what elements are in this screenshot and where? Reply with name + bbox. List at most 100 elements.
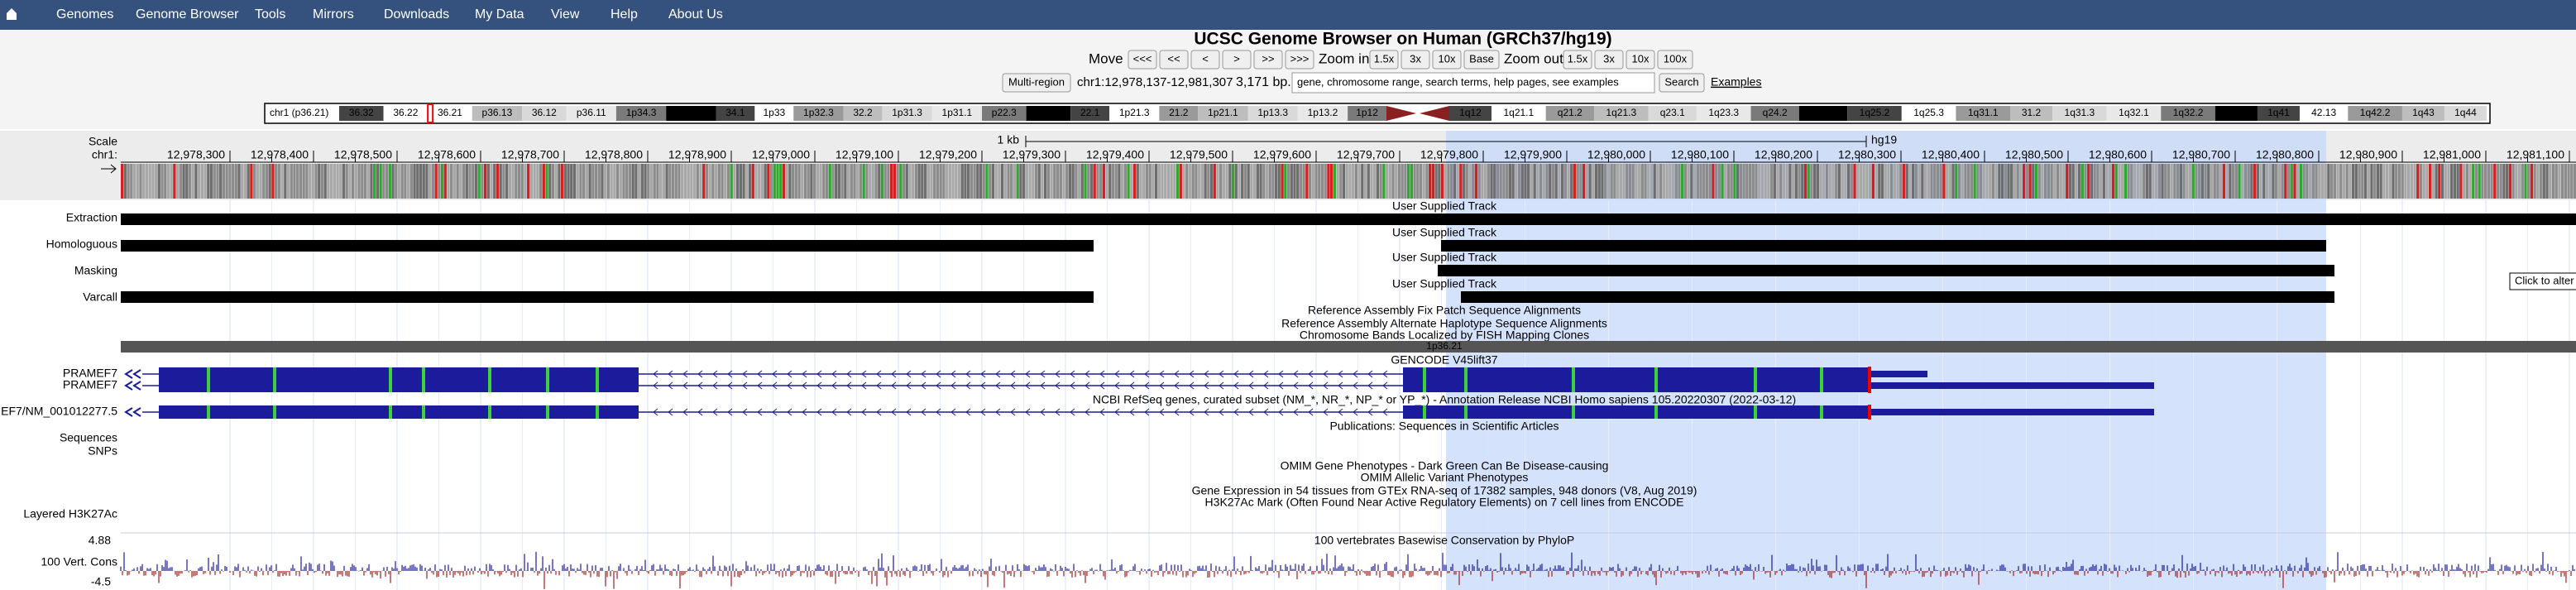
base-track xyxy=(121,164,2576,199)
base xyxy=(2429,164,2432,199)
move-button-frame[interactable] xyxy=(1159,50,1189,70)
base xyxy=(329,164,333,199)
gene-model[interactable] xyxy=(124,367,1927,381)
nav-menu-item[interactable]: About Us xyxy=(668,7,723,22)
feature-block[interactable] xyxy=(121,213,2576,225)
move-button[interactable]: >> xyxy=(1262,52,1274,65)
track-label[interactable]: Extraction xyxy=(66,211,117,224)
track-label[interactable]: SNPs xyxy=(88,444,117,458)
multi-region-button-frame[interactable] xyxy=(1002,73,1071,93)
zoom-out-button[interactable]: 3x xyxy=(1603,52,1615,65)
base xyxy=(2216,164,2219,199)
fish-band[interactable] xyxy=(121,341,2576,353)
base xyxy=(1114,164,1118,199)
base xyxy=(2080,164,2084,199)
feature-block[interactable] xyxy=(121,291,1094,303)
base xyxy=(2440,164,2444,199)
nav-menu-item[interactable]: Help xyxy=(610,7,638,22)
move-button[interactable]: >>> xyxy=(1290,52,1310,65)
intron-arrows xyxy=(653,370,1388,378)
base xyxy=(1000,164,1004,199)
nav-menu-item[interactable]: View xyxy=(551,7,580,22)
base xyxy=(1801,164,1804,199)
feature-block[interactable] xyxy=(1438,265,2334,276)
base xyxy=(1712,164,1715,199)
nav-menu-item[interactable]: My Data xyxy=(475,7,524,22)
zoom-in-button-frame[interactable] xyxy=(1463,50,1500,70)
zoom-out-button-frame[interactable] xyxy=(1657,50,1693,70)
track-label[interactable]: PRAMEF7 xyxy=(63,367,117,380)
base xyxy=(1003,164,1007,199)
gene-model[interactable] xyxy=(124,405,2154,420)
zoom-in-button[interactable]: 3x xyxy=(1410,52,1421,65)
scale-bar xyxy=(1025,136,1867,147)
base xyxy=(976,164,979,199)
search-input[interactable] xyxy=(1291,72,1655,94)
move-button-frame[interactable] xyxy=(1190,50,1220,70)
base xyxy=(726,164,730,199)
zoom-in-label: Zoom in xyxy=(1319,50,1369,66)
zoom-in-button[interactable]: Base xyxy=(1469,52,1494,65)
track-label[interactable]: 100 Vert. Cons xyxy=(41,555,117,568)
base xyxy=(299,164,303,199)
track-label[interactable]: MEF7/NM_001012277.5 xyxy=(0,405,117,418)
nav-menu-item[interactable]: Genome Browser xyxy=(136,7,239,22)
multi-region-button[interactable]: Multi-region xyxy=(1008,75,1065,88)
base xyxy=(1434,164,1438,199)
track-label[interactable]: Sequences xyxy=(60,431,117,444)
search-button-frame[interactable] xyxy=(1659,73,1705,93)
zoom-in-button[interactable]: 10x xyxy=(1439,52,1456,65)
base xyxy=(825,164,829,199)
base xyxy=(2450,164,2454,199)
base xyxy=(2077,164,2081,199)
nav-menu-item[interactable]: Downloads xyxy=(384,7,449,22)
feature-block[interactable] xyxy=(121,240,1094,252)
move-button[interactable]: > xyxy=(1233,52,1240,65)
base xyxy=(2179,164,2182,199)
move-button-frame[interactable] xyxy=(1285,50,1314,70)
zoom-out-button-frame[interactable] xyxy=(1594,50,1624,70)
base xyxy=(2275,164,2278,199)
zoom-out-button[interactable]: 1.5x xyxy=(1568,52,1588,65)
move-button-frame[interactable] xyxy=(1222,50,1252,70)
ideogram-band-label: 1q31.3 xyxy=(2065,107,2095,118)
move-button[interactable]: << xyxy=(1167,52,1180,65)
ruler-tick-label: 12,979,600 xyxy=(1253,148,1311,161)
base xyxy=(1921,164,1924,199)
base xyxy=(2154,164,2158,199)
move-button-frame[interactable] xyxy=(1128,50,1157,70)
gene-model[interactable] xyxy=(124,378,2154,393)
move-button[interactable]: < xyxy=(1202,52,1209,65)
base xyxy=(724,164,727,199)
exon-highlight xyxy=(1572,379,1575,392)
zoom-in-button-frame[interactable] xyxy=(1432,50,1462,70)
move-button[interactable]: <<< xyxy=(1133,52,1152,65)
move-button-frame[interactable] xyxy=(1253,50,1283,70)
base xyxy=(1007,164,1010,199)
examples-link[interactable]: Examples xyxy=(1711,75,1761,89)
zoom-out-button-frame[interactable] xyxy=(1626,50,1655,70)
track-label[interactable]: Layered H3K27Ac xyxy=(23,507,117,520)
base xyxy=(1539,164,1543,199)
zoom-out-button[interactable]: 10x xyxy=(1632,52,1650,65)
zoom-in-button[interactable]: 1.5x xyxy=(1374,52,1395,65)
feature-block[interactable] xyxy=(1441,240,2326,252)
zoom-out-button[interactable]: 100x xyxy=(1664,52,1688,65)
search-placeholder[interactable]: gene, chromosome range, search terms, he… xyxy=(1297,75,1619,88)
track-label[interactable]: Homologuous xyxy=(46,237,117,251)
nav-menu-item[interactable]: Genomes xyxy=(56,7,113,22)
feature-block[interactable] xyxy=(1461,291,2334,303)
zoom-in-button-frame[interactable] xyxy=(1401,50,1430,70)
zoom-out-button-frame[interactable] xyxy=(1563,50,1592,70)
base xyxy=(431,164,435,199)
track-label[interactable]: Masking xyxy=(74,264,117,277)
base xyxy=(533,164,536,199)
nav-menu-item[interactable]: Tools xyxy=(255,7,285,22)
exon-highlight xyxy=(1464,405,1468,419)
track-label[interactable]: Varcall xyxy=(83,290,117,304)
zoom-in-button-frame[interactable] xyxy=(1369,50,1399,70)
nav-menu-item[interactable]: Mirrors xyxy=(313,7,354,22)
track-label[interactable]: PRAMEF7 xyxy=(63,378,117,391)
home-icon[interactable] xyxy=(7,8,17,20)
search-button[interactable]: Search xyxy=(1664,75,1698,88)
